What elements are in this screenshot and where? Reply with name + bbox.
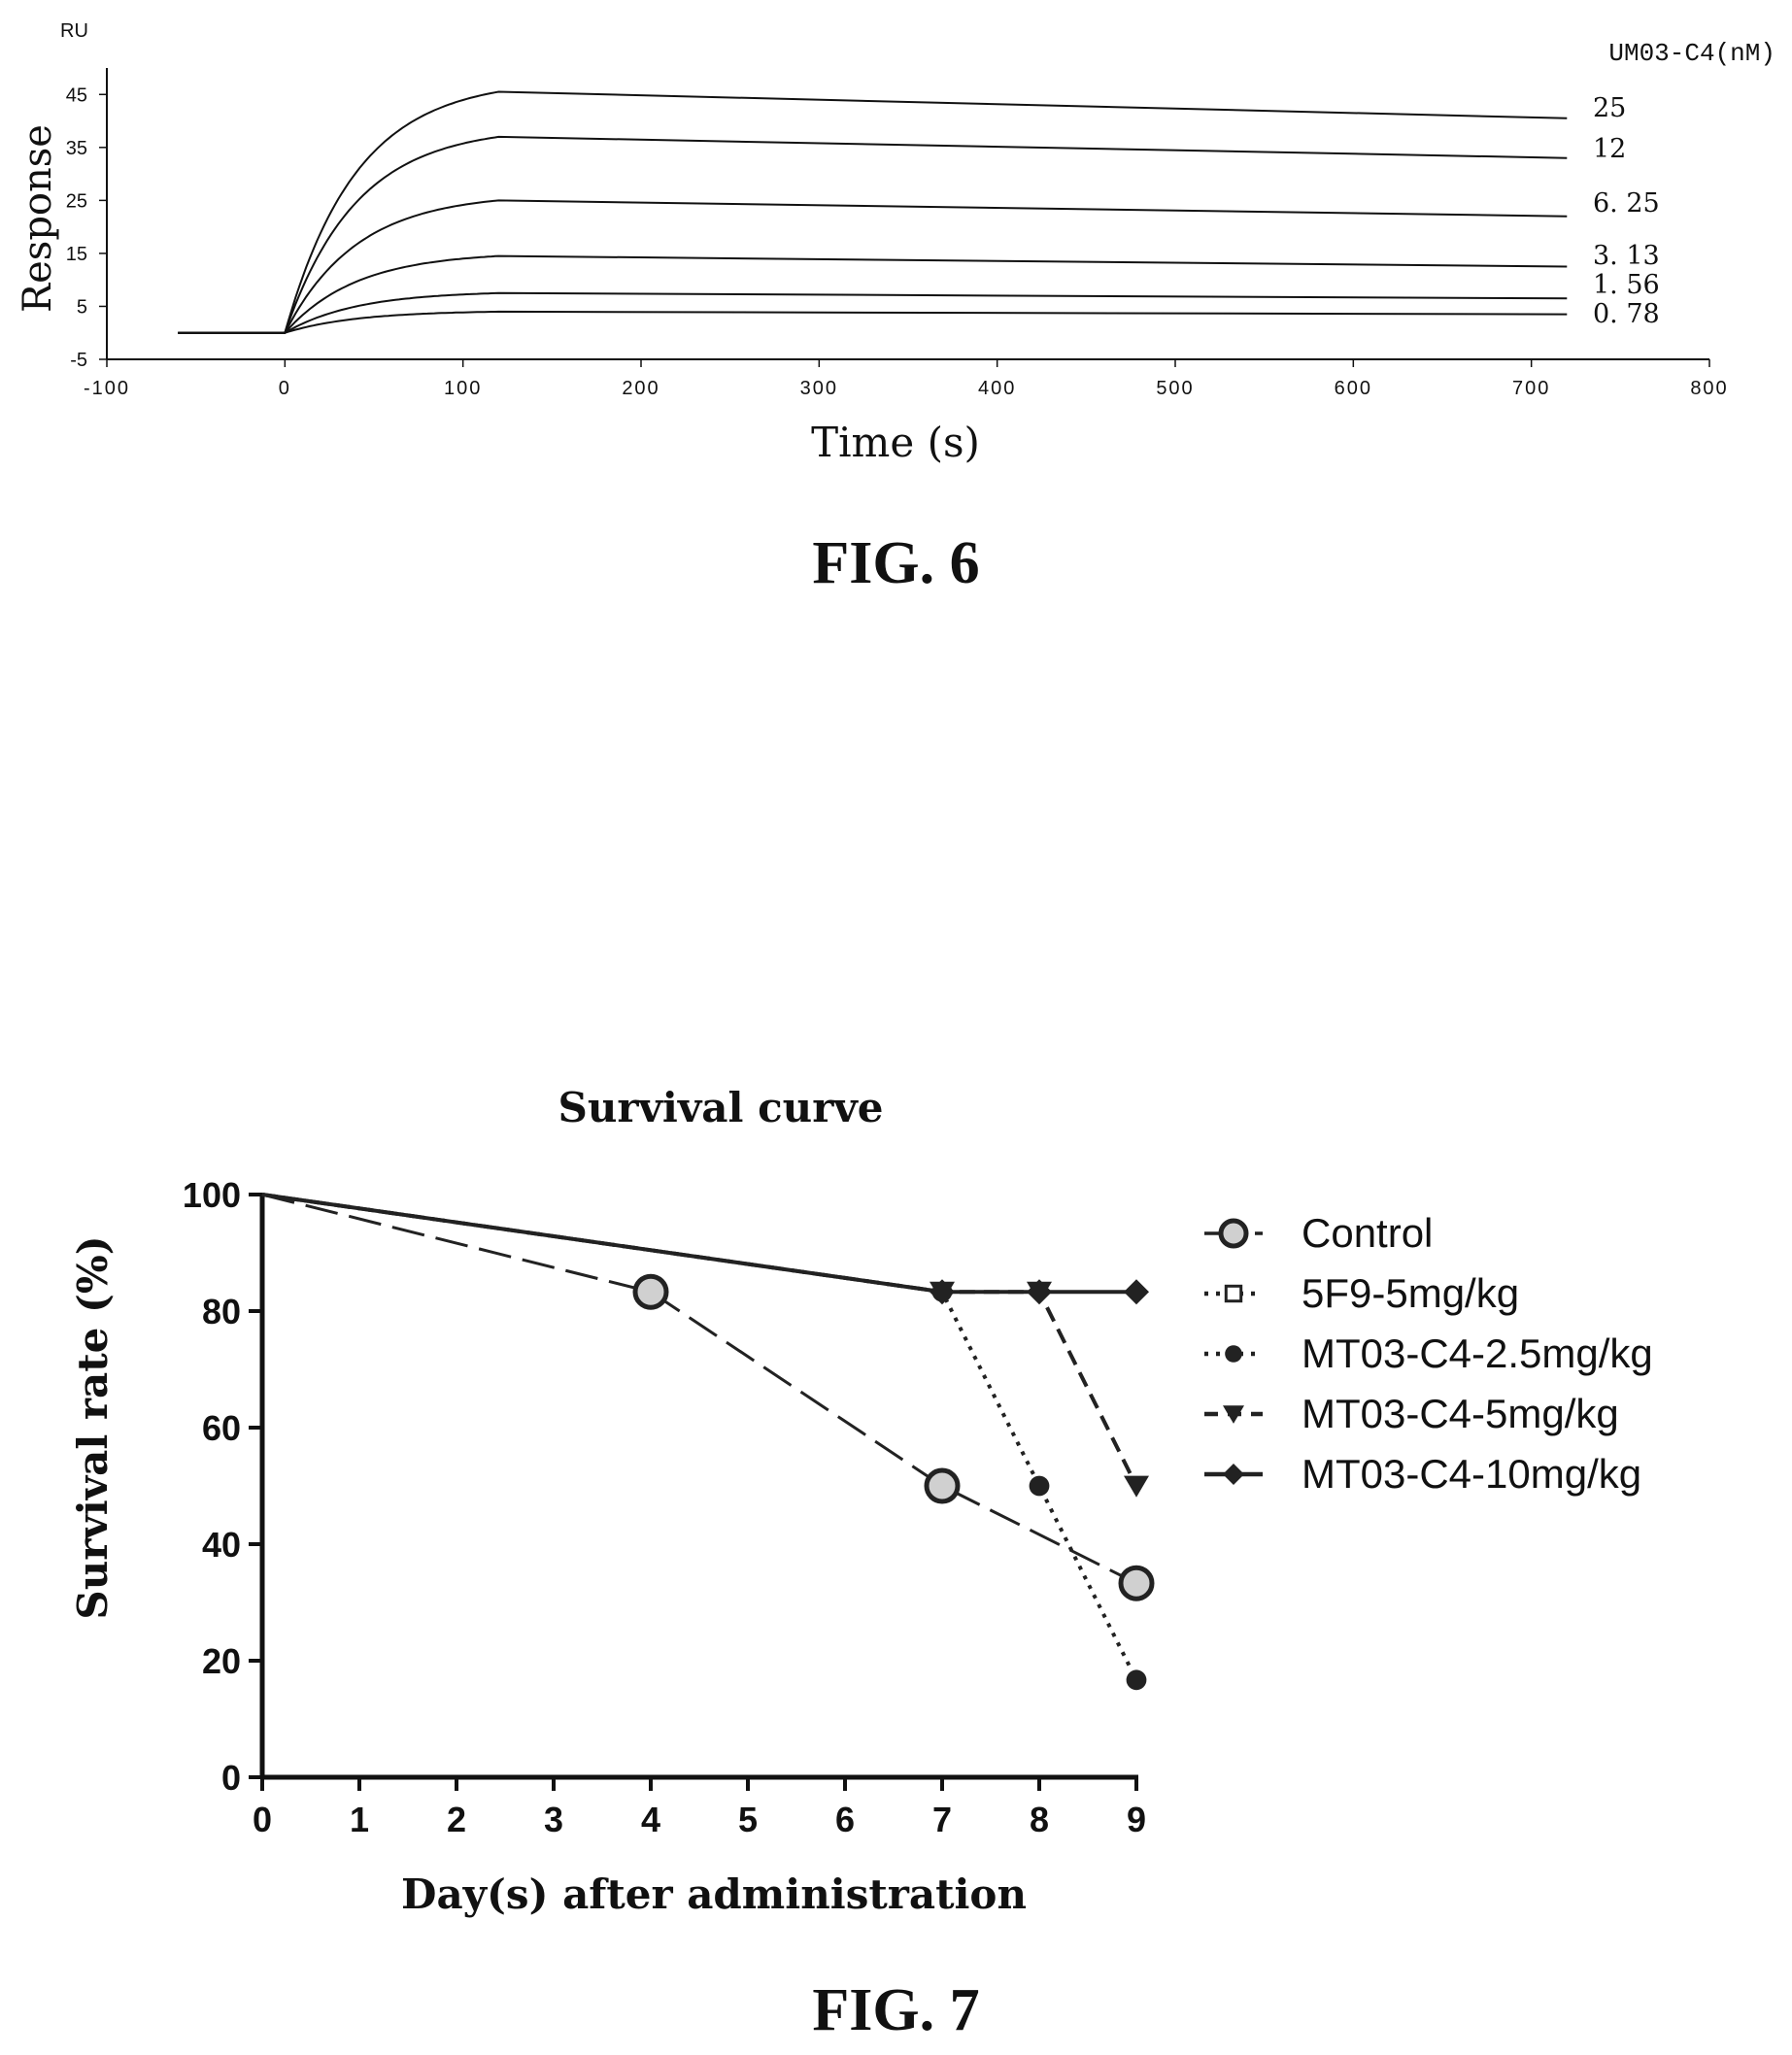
series-label: 12	[1593, 134, 1626, 164]
y-tick-label: 35	[66, 138, 87, 159]
x-tick-label: 800	[1690, 378, 1728, 399]
legend: Control 5F9-5mg/kg MT03-C4-2.5mg/kg MT03-C4…	[1204, 1210, 1653, 1497]
y-tick-label: -5	[70, 350, 87, 371]
x-tick-label: 8	[1030, 1800, 1049, 1839]
series-label: 0. 78	[1593, 299, 1660, 329]
x-tick-label: 700	[1512, 378, 1550, 399]
down-triangle-marker	[1223, 1405, 1244, 1424]
x-tick-label: 100	[444, 378, 482, 399]
filled-circle-marker	[1225, 1345, 1242, 1363]
series-label: 1. 56	[1593, 270, 1660, 300]
x-tick-label: 300	[800, 378, 838, 399]
series-line-2	[261, 1193, 1138, 1681]
series-line-2	[178, 199, 1568, 334]
x-tick-label: 9	[1127, 1800, 1146, 1839]
x-tick-label: 600	[1335, 378, 1372, 399]
series-label: 25	[1593, 93, 1626, 123]
x-tick-label: 5	[738, 1800, 758, 1839]
chart-title: Survival curve	[558, 1084, 884, 1131]
diamond-marker	[1124, 1279, 1149, 1305]
tick-labels: -100 0 100 200 300 400 500 600 700 800 -5 5 15 25 35 45	[66, 84, 1728, 399]
y-tick-label: 40	[202, 1525, 241, 1565]
y-tick-label: 25	[66, 190, 87, 212]
y-tick-label: 0	[221, 1758, 241, 1798]
axes	[99, 68, 1710, 367]
x-tick-label: 500	[1156, 378, 1194, 399]
figure-7-caption: FIG. 7	[812, 1977, 980, 2043]
series-label: 6. 25	[1593, 188, 1660, 219]
x-axis-label: Time (s)	[811, 419, 980, 466]
unit-label: RU	[60, 20, 88, 42]
figure-6-caption: FIG. 6	[812, 530, 980, 596]
series-lines	[178, 90, 1568, 334]
x-tick-label: 1	[350, 1800, 369, 1839]
series-lines	[261, 1193, 1155, 1691]
diamond-marker	[1223, 1464, 1244, 1485]
series-line-3	[178, 254, 1568, 334]
x-tick-label: 6	[835, 1800, 855, 1839]
x-axis-label: Day(s) after administration	[401, 1870, 1027, 1918]
open-circle-marker	[1118, 1565, 1155, 1601]
diamond-marker	[1027, 1279, 1052, 1305]
series-line-3	[261, 1193, 1138, 1487]
y-tick-label: 45	[66, 84, 87, 106]
open-square-marker	[1224, 1284, 1243, 1303]
x-tick-label: 400	[978, 378, 1016, 399]
y-tick-label: 80	[202, 1292, 241, 1331]
x-tick-label: -100	[84, 378, 130, 399]
survival-curve-chart: Survival curve Survival rate (%) Day(s) …	[69, 1084, 1653, 1918]
y-axis-label: Survival rate (%)	[69, 1235, 117, 1619]
down-triangle-marker	[1124, 1475, 1149, 1498]
series-line-5	[178, 310, 1568, 334]
binding-response-chart: RU Response Time (s) UM03-C4(nM) -100 0 10…	[16, 20, 1775, 466]
series-line-0	[178, 90, 1568, 334]
series-line-4	[178, 291, 1568, 334]
diamond-marker	[930, 1279, 955, 1305]
legend-label: MT03-C4-5mg/kg	[1302, 1391, 1619, 1436]
open-circle-marker	[1218, 1218, 1249, 1249]
legend-label: Control	[1302, 1210, 1433, 1256]
filled-circle-marker	[1126, 1669, 1147, 1691]
series-labels: 25 12 6. 25 3. 131. 560. 78	[1593, 93, 1660, 329]
legend-label: MT03-C4-2.5mg/kg	[1302, 1331, 1653, 1376]
y-tick-label: 20	[202, 1641, 241, 1681]
x-tick-label: 3	[544, 1800, 563, 1839]
y-tick-label: 15	[66, 244, 87, 265]
legend-label: MT03-C4-10mg/kg	[1302, 1451, 1641, 1497]
series-line-4	[261, 1193, 1136, 1295]
legend-label: 5F9-5mg/kg	[1302, 1270, 1519, 1316]
x-tick-label: 0	[279, 378, 291, 399]
series-line-0	[261, 1193, 1137, 1585]
y-tick-label: 5	[77, 296, 87, 318]
x-tick-label: 7	[932, 1800, 952, 1839]
y-tick-label: 100	[183, 1175, 241, 1215]
filled-circle-marker	[1029, 1475, 1050, 1497]
open-circle-marker	[632, 1273, 669, 1310]
x-tick-label: 4	[641, 1800, 660, 1839]
x-tick-label: 2	[447, 1800, 466, 1839]
x-tick-label: 200	[622, 378, 659, 399]
y-axis-label: Response	[16, 124, 60, 313]
x-tick-label: 0	[253, 1800, 272, 1839]
axes	[249, 1193, 1138, 1791]
tick-labels: 0 1 2 3 4 5 6 7 8 9 0 20 40 60 80 100	[183, 1175, 1146, 1839]
series-label: 3. 13	[1593, 241, 1660, 271]
legend-title: UM03-C4(nM)	[1608, 39, 1775, 68]
open-circle-marker	[924, 1467, 961, 1504]
y-tick-label: 60	[202, 1408, 241, 1448]
series-line-1	[178, 135, 1568, 334]
